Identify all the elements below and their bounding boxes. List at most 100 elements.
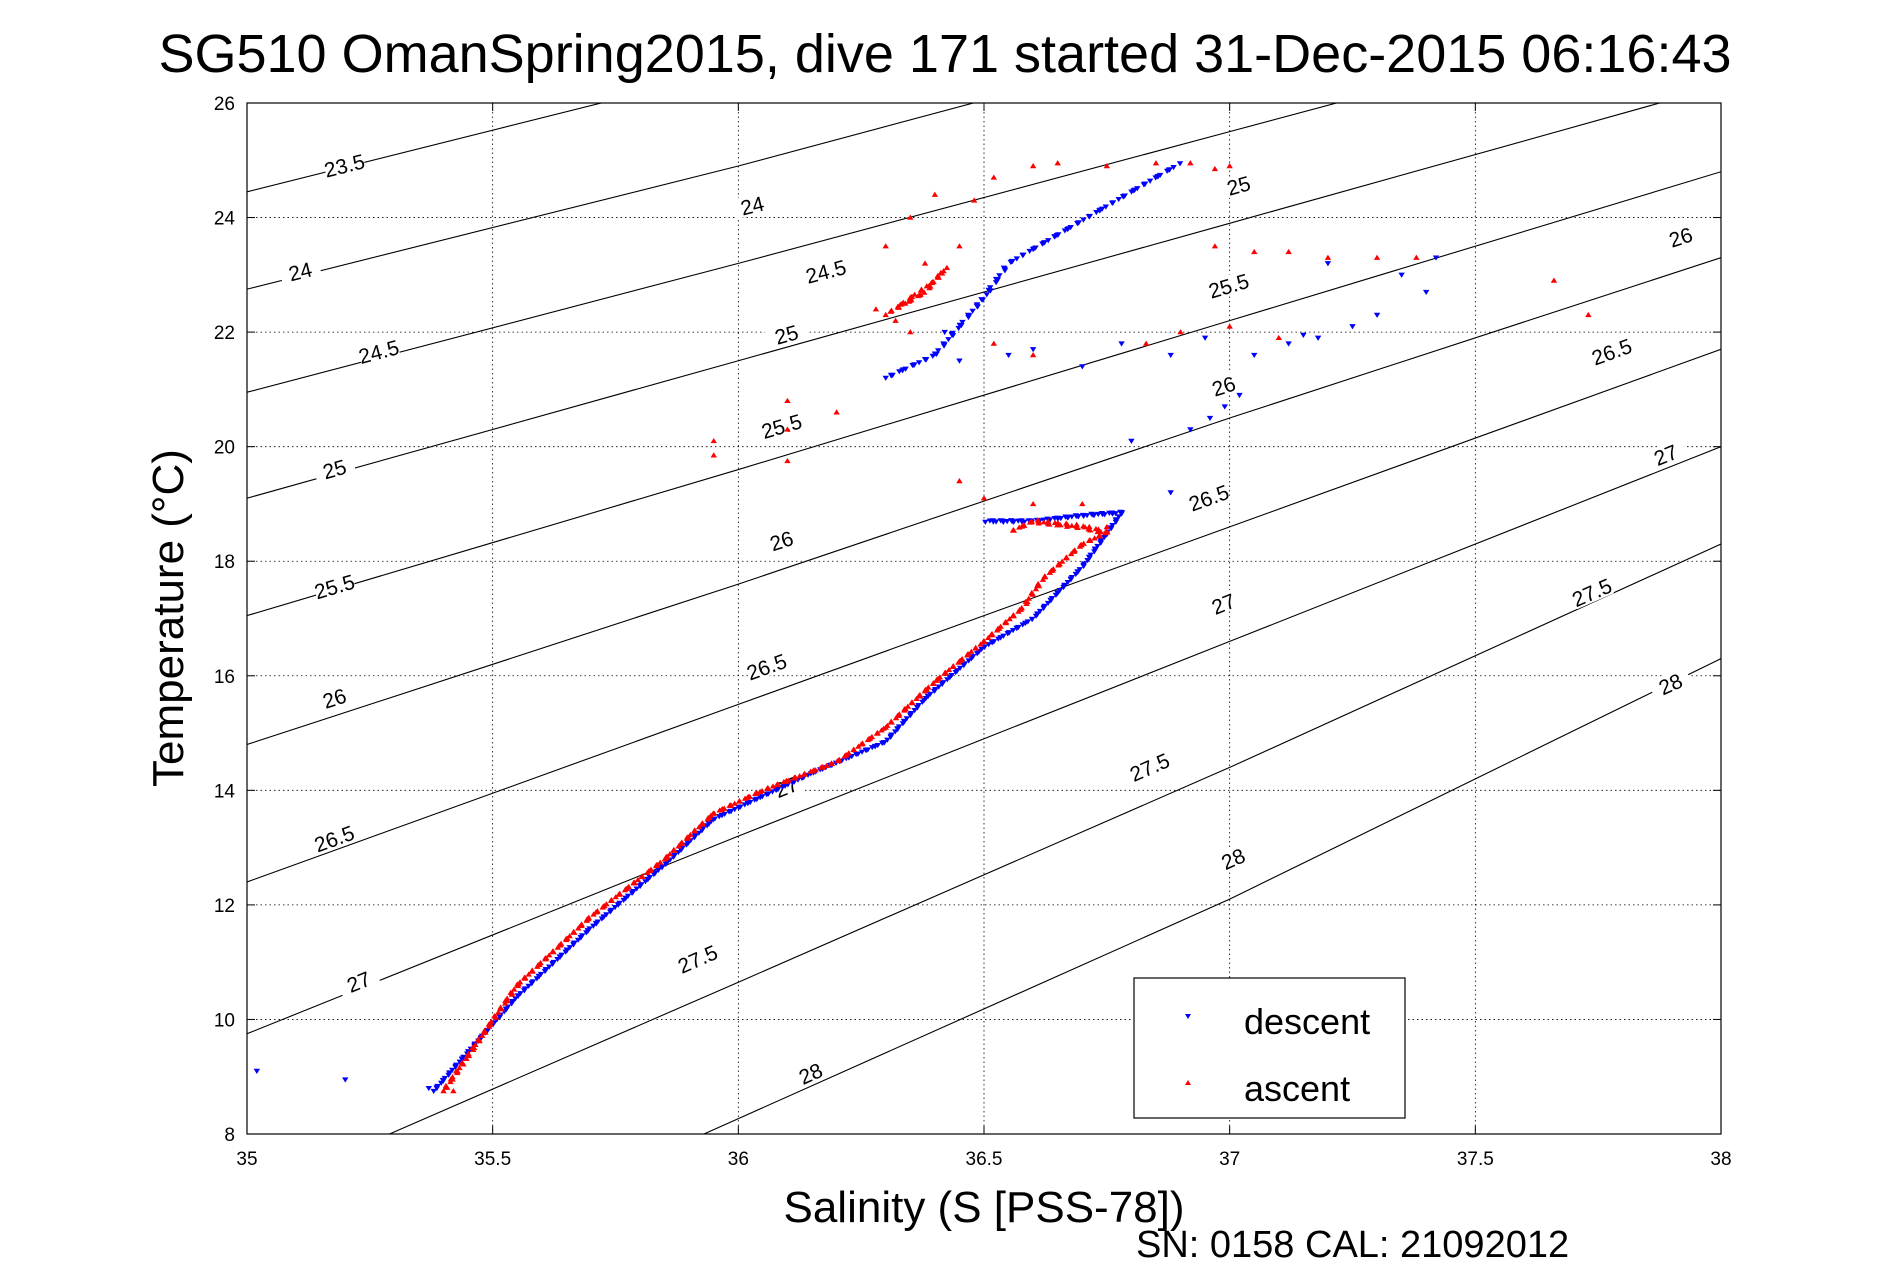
ascent-point <box>663 853 670 860</box>
ascent-point <box>980 638 987 644</box>
ascent-point <box>472 1041 479 1048</box>
y-tick-label: 12 <box>214 896 235 917</box>
descent-point <box>441 1075 448 1082</box>
ascent-point <box>990 174 998 180</box>
ascent-point <box>823 762 830 768</box>
x-tick-label: 35 <box>236 1149 257 1170</box>
descent-point <box>1032 245 1039 251</box>
contour-label-text: 23.5 <box>322 150 367 182</box>
descent-point <box>884 737 891 743</box>
descent-point <box>969 308 976 314</box>
descent-point <box>969 654 977 660</box>
descent-point <box>558 952 565 958</box>
ascent-point <box>925 684 932 690</box>
ascent-point <box>442 1082 450 1089</box>
ascent-point <box>710 810 718 816</box>
descent-point <box>1121 193 1128 199</box>
descent-point <box>1020 252 1027 258</box>
ascent-point <box>549 948 557 954</box>
contour-label-bg <box>312 570 357 602</box>
data-points <box>253 160 1592 1095</box>
ascent-point <box>828 760 836 767</box>
ascent-point <box>1002 619 1009 625</box>
contour-label-bg <box>1658 220 1703 253</box>
ascent-point <box>880 725 887 731</box>
descent-point <box>1000 633 1007 639</box>
contour-label-text: 26.5 <box>744 650 790 686</box>
descent-point <box>882 375 889 381</box>
descent-point <box>915 360 923 366</box>
density-contour-line <box>247 446 1721 1035</box>
ascent-point <box>485 1021 493 1027</box>
ascent-point <box>1039 576 1047 582</box>
ascent-point <box>718 806 725 813</box>
ascent-point <box>1187 160 1194 166</box>
density-contours <box>247 103 1721 1134</box>
descent-point <box>525 983 532 989</box>
contour-label-bg <box>312 453 357 484</box>
ascent-point <box>452 1068 460 1074</box>
descent-point <box>986 285 994 291</box>
descent-point <box>1221 404 1228 410</box>
descent-point <box>747 799 754 806</box>
ascent-point <box>892 317 899 323</box>
descent-point <box>699 826 707 832</box>
descent-point <box>460 1054 467 1060</box>
ascent-point <box>1096 533 1104 539</box>
ascent-point <box>497 1004 504 1010</box>
descent-point <box>948 672 955 679</box>
contour-label-bg <box>764 318 809 350</box>
contour-label-bg <box>788 1055 833 1091</box>
ascent-point <box>916 691 924 698</box>
ascent-point <box>784 457 791 464</box>
descent-point <box>542 966 550 973</box>
contour-label-bg <box>1647 666 1693 701</box>
ascent-point <box>943 264 951 270</box>
contour-label-bg <box>1186 481 1231 514</box>
descent-point <box>858 749 866 755</box>
ascent-point <box>1152 160 1160 166</box>
ascent-point <box>566 933 573 939</box>
descent-point <box>953 668 961 674</box>
contour-label-text: 24 <box>738 192 767 220</box>
ascent-point <box>440 1088 447 1094</box>
ascent-point <box>1211 243 1219 249</box>
ascent-point <box>907 329 914 335</box>
descent-point <box>931 351 939 357</box>
legend-descent-marker <box>1185 1014 1191 1019</box>
contour-label-bg <box>759 524 804 556</box>
ascent-point <box>562 935 570 941</box>
descent-point <box>574 937 582 943</box>
ascent-point <box>911 291 918 297</box>
descent-point <box>737 804 744 810</box>
descent-point <box>1080 217 1087 223</box>
descent-point <box>1079 364 1086 370</box>
ascent-point <box>695 824 703 830</box>
ascent-point <box>1006 616 1013 622</box>
descent-point <box>655 867 662 874</box>
ascent-point <box>1062 520 1070 526</box>
ascent-point <box>882 243 889 249</box>
descent-point <box>1134 186 1141 192</box>
descent-point <box>1000 265 1008 271</box>
y-tick-label: 24 <box>214 209 236 230</box>
ascent-point <box>819 764 826 770</box>
ascent-point <box>710 437 717 444</box>
descent-point <box>1041 603 1048 609</box>
ascent-point <box>1071 547 1078 553</box>
chart-title: SG510 OmanSpring2015, dive 171 started 3… <box>158 24 1731 84</box>
ascent-point <box>449 1074 456 1080</box>
y-tick-label: 22 <box>214 323 235 344</box>
descent-point <box>509 999 516 1005</box>
contour-label-text: 27.5 <box>675 941 722 978</box>
contour-label-text: 24.5 <box>356 336 401 369</box>
descent-point <box>529 979 537 985</box>
density-contour-label: 26 <box>1658 220 1703 253</box>
ascent-point <box>1054 160 1061 166</box>
density-contour-line <box>247 103 976 290</box>
ascent-point <box>758 787 766 794</box>
descent-point <box>935 684 942 690</box>
ascent-point <box>1373 254 1381 260</box>
ascent-point <box>1022 598 1030 604</box>
ascent-point <box>1029 352 1037 358</box>
